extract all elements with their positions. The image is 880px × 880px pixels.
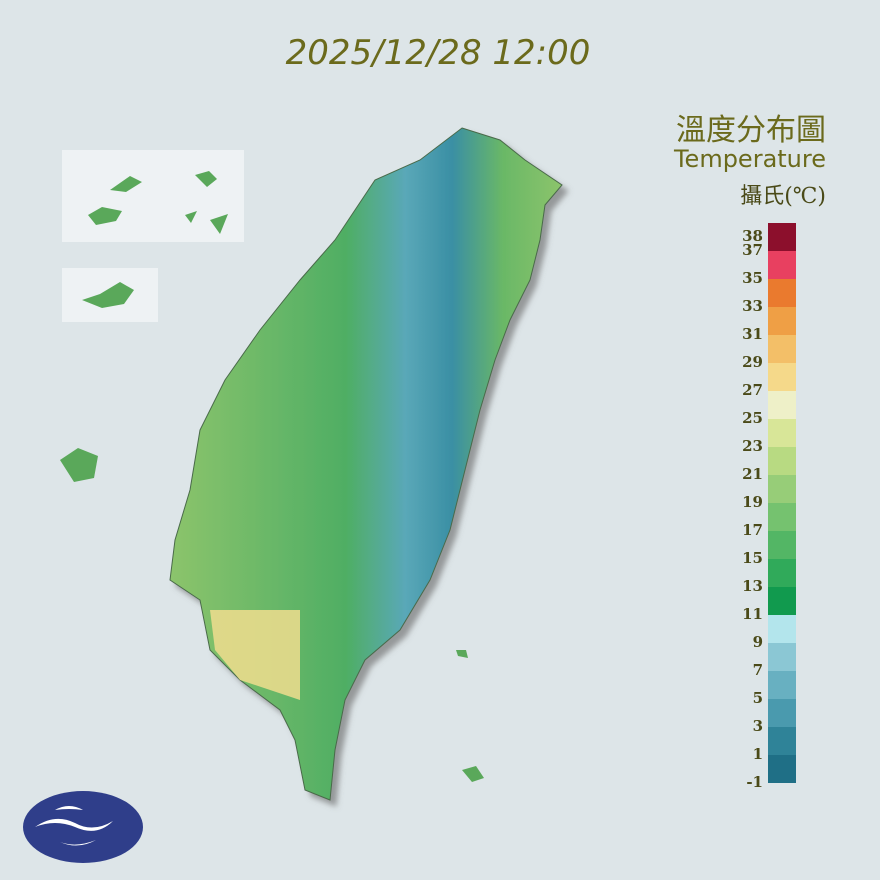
legend-swatch	[768, 307, 796, 335]
legend-label: 37	[742, 241, 763, 259]
legend-label: 9	[753, 633, 763, 651]
inset-island	[82, 282, 134, 308]
legend-swatch	[768, 447, 796, 475]
island	[456, 650, 484, 782]
legend-label: 35	[742, 269, 763, 287]
legend-swatch	[768, 615, 796, 643]
legend-label: 13	[742, 577, 763, 595]
legend-label: 29	[742, 353, 763, 371]
legend-label: 19	[742, 493, 763, 511]
legend-swatch	[768, 391, 796, 419]
legend-swatch	[768, 643, 796, 671]
legend-swatch	[768, 223, 796, 251]
legend-swatch	[768, 251, 796, 279]
legend-label: 7	[753, 661, 763, 679]
legend-label: 3	[753, 717, 763, 735]
penghu	[60, 448, 98, 482]
legend-swatch	[768, 419, 796, 447]
logo-mark	[35, 806, 113, 846]
legend-label: 15	[742, 549, 763, 567]
legend-label: 17	[742, 521, 763, 539]
legend-label: 31	[742, 325, 763, 343]
inset-box	[62, 150, 244, 242]
inset-islands	[88, 171, 228, 234]
legend-label: 11	[742, 605, 763, 623]
legend-swatch	[768, 559, 796, 587]
legend-label: 1	[753, 745, 763, 763]
legend-label: 21	[742, 465, 763, 483]
legend-swatch	[768, 335, 796, 363]
title-zh: 溫度分布圖	[676, 113, 826, 148]
title-en: Temperature	[673, 145, 826, 173]
legend-label: 23	[742, 437, 763, 455]
legend-swatch	[768, 671, 796, 699]
legend-swatch	[768, 727, 796, 755]
legend-swatch	[768, 755, 796, 783]
warm-region	[210, 610, 300, 700]
legend-swatch	[768, 503, 796, 531]
legend-swatch	[768, 699, 796, 727]
legend-label: 5	[753, 689, 763, 707]
legend-label: 25	[742, 409, 763, 427]
legend-label: 27	[742, 381, 763, 399]
legend-swatch	[768, 531, 796, 559]
legend-label: -1	[746, 773, 763, 791]
unit: 攝氏(℃)	[740, 184, 826, 209]
legend-swatch	[768, 475, 796, 503]
legend-label: 33	[742, 297, 763, 315]
timestamp: 2025/12/28 12:00	[286, 33, 591, 73]
legend-swatch	[768, 279, 796, 307]
legend-swatch	[768, 363, 796, 391]
legend-swatch	[768, 587, 796, 615]
legend-label: 38	[742, 227, 763, 245]
